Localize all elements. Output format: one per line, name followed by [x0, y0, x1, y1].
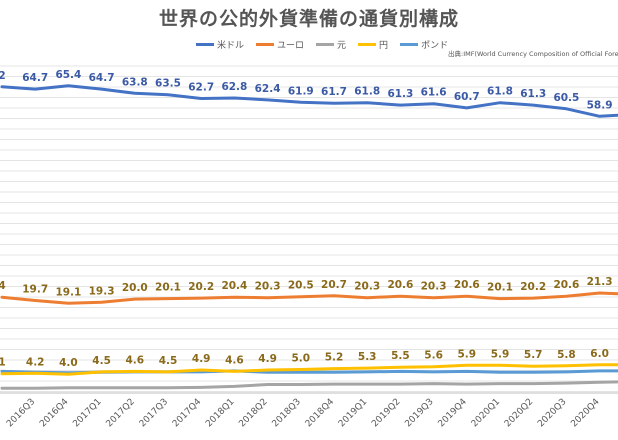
data-label: 64.7: [22, 72, 48, 84]
data-label: 4.9: [258, 353, 277, 365]
data-label: 5.5: [391, 350, 410, 362]
data-label: 20.6: [387, 279, 413, 291]
x-tick-label: 2019Q3: [403, 397, 435, 429]
chart-title: 世界の公的外貨準備の通貨別構成: [158, 8, 459, 30]
x-tick-label: 2020Q2: [503, 397, 535, 429]
legend-item-usd: 米ドル: [196, 38, 244, 51]
data-label: 5.2: [325, 352, 344, 364]
data-label: 62.4: [255, 83, 281, 95]
data-label: 19.7: [22, 284, 48, 296]
x-tick-label: 2018Q4: [304, 397, 337, 430]
x-tick-label: 2018Q3: [271, 397, 303, 429]
data-label: 19.1: [55, 286, 81, 298]
x-tick-label: 2017Q1: [71, 397, 103, 429]
data-label: 62.7: [188, 82, 214, 94]
x-tick-label: 2018Q1: [204, 397, 236, 429]
data-label: 61.3: [387, 88, 413, 100]
data-label: 5.0: [291, 353, 310, 365]
data-label: 63.8: [122, 76, 148, 88]
data-label: 61.8: [487, 86, 513, 98]
data-label: 4: [0, 280, 6, 292]
data-label: 5.3: [358, 351, 377, 363]
data-label: 61.7: [321, 86, 347, 98]
data-label: 19.3: [89, 285, 115, 297]
x-tick-label: 2018Q2: [237, 397, 269, 429]
data-label: 20.5: [288, 280, 314, 292]
data-label: 20.6: [454, 279, 480, 291]
legend-label-jpy: 円: [379, 41, 389, 51]
legend-item-gbp: ポンド: [400, 38, 448, 51]
data-label: 4.5: [92, 355, 111, 367]
data-label: 6.0: [590, 348, 609, 360]
legend-swatch-usd: [196, 43, 214, 46]
data-label: 20.2: [520, 281, 546, 293]
series-line-cny: [0, 380, 618, 390]
data-label: 5.6: [424, 350, 443, 362]
data-label: 20.1: [487, 282, 513, 294]
x-tick-label: 2016Q4: [38, 397, 71, 430]
data-label: 5.7: [524, 349, 543, 361]
data-label: 20.6: [553, 279, 579, 291]
data-label: 20.0: [122, 282, 148, 294]
legend: 米ドル ユーロ 元 円 ポンド: [196, 38, 448, 51]
legend-swatch-gbp: [400, 43, 419, 46]
legend-label-cny: 元: [337, 41, 347, 51]
data-label: 64.7: [89, 72, 115, 84]
legend-swatch-cny: [316, 43, 335, 46]
legend-label-eur: ユーロ: [277, 41, 305, 51]
data-label: 61.8: [354, 86, 380, 98]
x-tick-label: 2019Q1: [337, 397, 369, 429]
data-label: 4.0: [59, 357, 78, 369]
data-label: 60.5: [553, 92, 579, 104]
x-tick-label: 2020Q4: [569, 397, 602, 430]
data-label: 58.9: [587, 99, 613, 111]
data-label: 5.9: [457, 348, 476, 360]
series-line-usd: [0, 84, 618, 118]
data-label: 5.8: [557, 349, 576, 361]
data-label: 4.6: [125, 354, 144, 366]
data-label: 20.2: [188, 281, 214, 293]
x-tick-label: 2020Q1: [470, 397, 502, 429]
data-label: 20.1: [155, 282, 181, 294]
data-label: 20.3: [421, 281, 447, 293]
legend-swatch-eur: [256, 43, 275, 46]
legend-label-usd: 米ドル: [217, 41, 245, 51]
legend-swatch-jpy: [358, 43, 377, 46]
x-tick-label: 2016Q3: [5, 397, 37, 429]
data-label: 63.5: [155, 78, 181, 90]
data-label: 20.3: [255, 281, 281, 293]
data-label: 65.4: [55, 69, 81, 81]
source-note: 出典:IMF(World Currency Composition of Off…: [448, 50, 618, 58]
data-label: 60.7: [454, 91, 480, 103]
data-label: 20.7: [321, 279, 347, 291]
legend-item-cny: 元: [316, 38, 346, 51]
data-label: 20.3: [354, 281, 380, 293]
data-label: 4.2: [26, 356, 45, 368]
x-tick-label: 2017Q3: [138, 397, 170, 429]
data-label: 4.9: [192, 353, 211, 365]
data-label: 61.9: [288, 85, 314, 97]
series-line-eur: [0, 291, 618, 305]
data-label: 62.8: [221, 81, 247, 93]
data-label: 21.3: [587, 276, 613, 288]
data-label: 1: [0, 357, 6, 369]
series-line-jpy: [0, 363, 618, 376]
data-label: 4.6: [225, 354, 244, 366]
x-tick-label: 2017Q2: [105, 397, 137, 429]
x-tick-label: 2020Q3: [536, 397, 568, 429]
data-label: 2: [0, 70, 6, 82]
x-tick-label: 2019Q2: [370, 397, 402, 429]
data-label: 61.6: [421, 87, 447, 99]
data-label: 61.3: [520, 88, 546, 100]
data-label: 5.9: [491, 348, 510, 360]
legend-label-gbp: ポンド: [421, 41, 449, 51]
legend-item-eur: ユーロ: [256, 38, 304, 51]
data-label: 4.5: [159, 355, 178, 367]
data-label: 20.4: [221, 280, 247, 292]
legend-item-jpy: 円: [358, 38, 388, 51]
x-tick-label: 2017Q4: [171, 397, 204, 430]
x-tick-label: 2019Q4: [437, 397, 470, 430]
